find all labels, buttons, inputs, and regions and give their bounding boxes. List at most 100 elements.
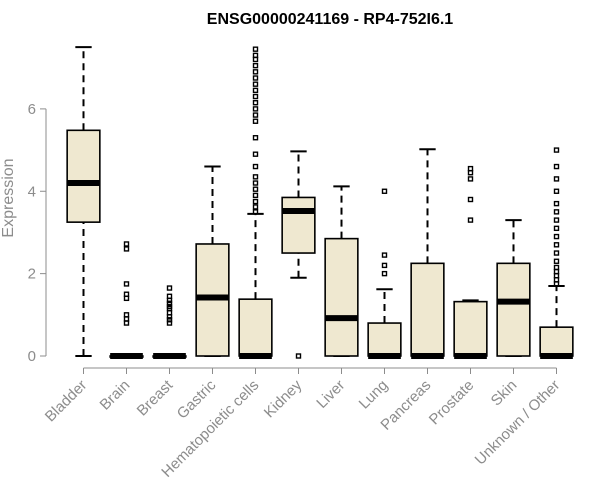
outlier-point <box>123 246 130 252</box>
outlier-point <box>381 270 388 277</box>
outlier-point <box>252 46 259 52</box>
outlier-point <box>252 209 259 215</box>
outlier-point <box>166 293 173 299</box>
x-tick-label-bladder: Bladder <box>42 377 91 426</box>
box-hematopoietic-cells <box>238 46 273 359</box>
box-bladder <box>66 46 101 357</box>
y-axis: 0 2 4 6 <box>28 101 47 365</box>
outlier-point <box>553 242 560 248</box>
outlier-point <box>252 135 259 141</box>
outlier-point <box>553 281 560 287</box>
outlier-point <box>123 241 130 247</box>
outlier-point <box>553 258 560 264</box>
box-iqr <box>324 237 359 357</box>
box-skin <box>496 219 531 357</box>
outlier-point <box>553 209 560 215</box>
outlier-point <box>553 217 560 223</box>
outlier-point <box>252 198 259 205</box>
box-breast <box>152 285 187 359</box>
outlier-point <box>252 151 259 157</box>
box-iqr <box>453 300 488 357</box>
outlier-point <box>123 320 130 326</box>
outlier-point <box>252 163 259 170</box>
x-tick-label-kidney: Kidney <box>261 376 306 421</box>
box-lung <box>367 188 402 359</box>
outlier-point <box>553 250 560 256</box>
y-tick-label: 2 <box>28 266 36 283</box>
outlier-point <box>467 217 474 223</box>
box-iqr <box>281 196 316 254</box>
outlier-point <box>467 170 474 176</box>
outlier-point <box>381 252 388 258</box>
outlier-point <box>467 165 474 172</box>
outlier-point <box>553 163 560 170</box>
outlier-point <box>166 297 173 304</box>
outlier-point <box>467 196 474 203</box>
outlier-point <box>123 295 130 302</box>
outlier-point <box>123 281 130 287</box>
x-tick-label-brain: Brain <box>97 377 134 414</box>
outlier-point <box>166 285 173 291</box>
x-tick-label-liver: Liver <box>313 377 348 412</box>
box-liver <box>324 185 359 357</box>
box-iqr <box>496 262 531 357</box>
outlier-point <box>252 106 259 112</box>
outlier-point <box>166 310 173 316</box>
box-iqr <box>238 298 273 357</box>
outlier-point <box>553 200 560 207</box>
box-brain <box>109 241 144 359</box>
box-iqr <box>410 262 445 357</box>
outlier-point <box>166 317 173 323</box>
outlier-point <box>252 75 259 81</box>
outlier-point <box>123 291 130 297</box>
x-tick-label-breast: Breast <box>134 376 177 419</box>
outlier-point <box>553 277 560 283</box>
outlier-point <box>553 272 560 279</box>
outlier-point <box>252 52 259 59</box>
outlier-point <box>166 320 173 326</box>
box-gastric <box>195 165 230 357</box>
x-tick-label-prostate: Prostate <box>426 377 478 429</box>
outlier-point <box>252 174 259 180</box>
outlier-point <box>553 268 560 275</box>
box-series <box>66 46 574 359</box>
outlier-point <box>252 192 259 199</box>
outlier-point <box>252 204 259 210</box>
x-tick-label-skin: Skin <box>488 377 521 410</box>
outlier-point <box>553 188 560 194</box>
y-tick-label: 0 <box>28 348 36 365</box>
outlier-point <box>123 316 130 322</box>
x-tick-label-lung: Lung <box>356 377 392 413</box>
outlier-point <box>381 262 388 269</box>
outlier-point <box>123 312 130 318</box>
outlier-point <box>553 147 560 153</box>
box-pancreas <box>410 148 445 359</box>
outlier-point <box>252 87 259 94</box>
outlier-point <box>252 186 259 192</box>
box-prostate <box>453 165 488 359</box>
outlier-point <box>252 118 259 124</box>
outlier-point <box>553 264 560 271</box>
chart-title: ENSG00000241169 - RP4-752I6.1 <box>207 11 454 28</box>
outlier-point <box>166 314 173 320</box>
y-axis-label: Expression <box>0 158 17 237</box>
y-tick-label: 4 <box>28 183 36 200</box>
outlier-point <box>252 112 259 118</box>
outlier-point <box>252 93 259 100</box>
y-tick-label: 6 <box>28 101 36 118</box>
outlier-point <box>553 176 560 182</box>
outlier-point <box>252 69 259 75</box>
box-kidney <box>281 150 316 359</box>
box-iqr <box>367 322 402 357</box>
outlier-point <box>166 303 173 310</box>
outlier-point <box>252 180 259 186</box>
outlier-point <box>252 100 259 106</box>
box-iqr <box>66 129 101 223</box>
outlier-point <box>467 176 474 182</box>
outlier-point <box>381 188 388 194</box>
outlier-point <box>295 353 302 359</box>
outlier-point <box>553 225 560 232</box>
box-iqr <box>539 326 574 357</box>
